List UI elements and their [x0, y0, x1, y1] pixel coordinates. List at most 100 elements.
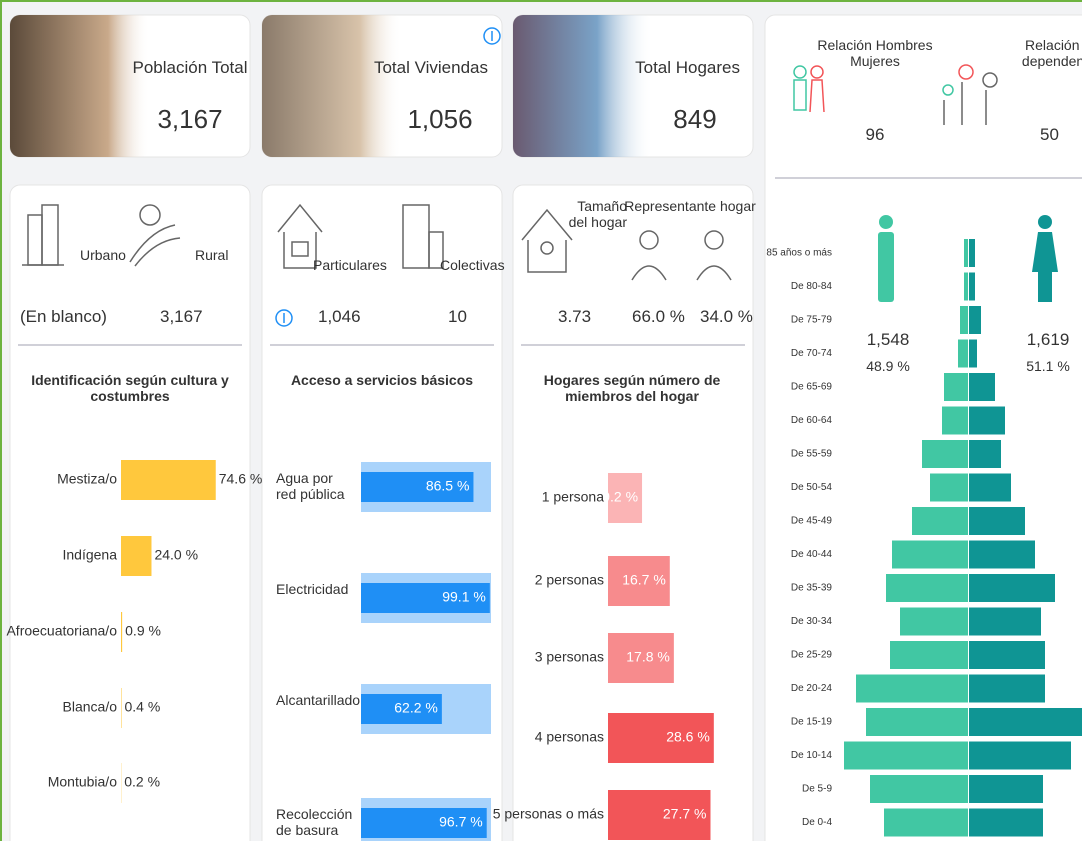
category-label: De 25-29: [791, 650, 833, 661]
bar: [944, 373, 968, 401]
value: 3,167: [160, 307, 203, 327]
bar: [969, 507, 1025, 535]
label: Tamaño del hogar: [567, 198, 627, 230]
value-label: 27.7 %: [663, 806, 707, 822]
value-label: 74.6 %: [219, 471, 263, 487]
value-label: 17.8 %: [626, 649, 670, 665]
card-title: Relación Hombres Mujeres: [815, 37, 935, 69]
value-label: 0.9 %: [125, 623, 161, 639]
category-label: De 75-79: [791, 315, 833, 326]
bar: [844, 742, 968, 770]
category-label: Indígena: [63, 547, 118, 563]
bar: [969, 742, 1071, 770]
women-count: 1,619: [1027, 330, 1070, 350]
category-label: De 40-44: [791, 549, 833, 560]
bar: [960, 306, 968, 334]
bar: [884, 809, 968, 837]
bar: [121, 612, 122, 652]
value: 1,046: [318, 307, 361, 327]
label: Rural: [195, 247, 228, 263]
category-label: Recolección de basura: [276, 806, 356, 838]
card-value: 50: [1040, 125, 1059, 145]
label: Representante hogar: [624, 198, 756, 214]
bar: [969, 306, 981, 334]
category-label: De 0-4: [802, 817, 832, 828]
value-label: 9.2 %: [602, 489, 638, 505]
category-label: 1 persona: [542, 489, 604, 505]
dashboard: Mestiza/o 74.6 % Indígena 24.0 % Afroecuator…: [0, 0, 1082, 841]
bar: [886, 574, 968, 602]
chart-title: Hogares según número de miembros del hog…: [520, 372, 745, 404]
category-label: De 30-34: [791, 616, 833, 627]
category-label: 5 personas o más: [493, 806, 604, 822]
card-value: 849: [673, 105, 716, 135]
category-label: Mestiza/o: [57, 471, 117, 487]
card-value: 96: [866, 125, 885, 145]
bar: [969, 675, 1045, 703]
bar: [969, 574, 1055, 602]
bar: [912, 507, 968, 535]
bar: [969, 340, 977, 368]
card-value: 3,167: [157, 105, 222, 135]
value-label: 28.6 %: [666, 729, 710, 745]
category-label: De 55-59: [791, 449, 833, 460]
bar: [969, 474, 1011, 502]
value-label: 0.4 %: [125, 699, 161, 715]
label: Urbano: [80, 247, 126, 263]
category-label: De 50-54: [791, 482, 833, 493]
value-label: 24.0 %: [154, 547, 198, 563]
bar: [870, 775, 968, 803]
category-label: De 35-39: [791, 583, 833, 594]
category-label: Afroecuatoriana/o: [6, 623, 117, 639]
category-label: Montubia/o: [48, 774, 117, 790]
category-label: De 60-64: [791, 415, 833, 426]
value-label: 62.2 %: [394, 700, 438, 716]
bar: [922, 440, 968, 468]
card-value: 1,056: [407, 105, 472, 135]
value-label: 16.7 %: [622, 572, 666, 588]
bar: [866, 708, 968, 736]
bar: [900, 608, 968, 636]
bar: [856, 675, 968, 703]
bar: [969, 239, 975, 267]
category-label: De 10-14: [791, 750, 833, 761]
bar: [969, 608, 1041, 636]
label: Colectivas: [440, 257, 505, 273]
category-label: De 20-24: [791, 683, 833, 694]
bar: [121, 688, 122, 728]
photo: [513, 15, 653, 157]
bar: [958, 340, 968, 368]
category-label: Agua por red pública: [276, 470, 356, 502]
card-title: Población Total: [133, 58, 248, 78]
chart-title: Acceso a servicios básicos: [270, 372, 495, 388]
category-label: 4 personas: [535, 729, 604, 745]
category-label: 3 personas: [535, 649, 604, 665]
bar: [964, 239, 968, 267]
bar: [969, 273, 975, 301]
value-label: 86.5 %: [426, 478, 470, 494]
bar: [964, 273, 968, 301]
card-title: Total Viviendas: [374, 58, 488, 78]
category-label: Alcantarillado: [276, 692, 356, 708]
men-count: 1,548: [867, 330, 910, 350]
bar: [930, 474, 968, 502]
photo: [10, 15, 150, 157]
value: 10: [448, 307, 467, 327]
value: 3.73: [558, 307, 591, 327]
value: 34.0 %: [700, 307, 753, 327]
chart-title: Identificación según cultura y costumbre…: [18, 372, 243, 404]
bar: [969, 407, 1005, 435]
bar: [969, 641, 1045, 669]
bar: [969, 775, 1043, 803]
category-label: De 45-49: [791, 516, 833, 527]
category-label: 85 años o más: [766, 248, 832, 259]
bar: [890, 641, 968, 669]
category-label: De 5-9: [802, 784, 832, 795]
men-share: 48.9 %: [866, 358, 910, 374]
label: Particulares: [313, 257, 387, 273]
value: 66.0 %: [632, 307, 685, 327]
bar: [121, 536, 151, 576]
women-share: 51.1 %: [1026, 358, 1070, 374]
bar: [969, 373, 995, 401]
value-label: 99.1 %: [442, 589, 486, 605]
